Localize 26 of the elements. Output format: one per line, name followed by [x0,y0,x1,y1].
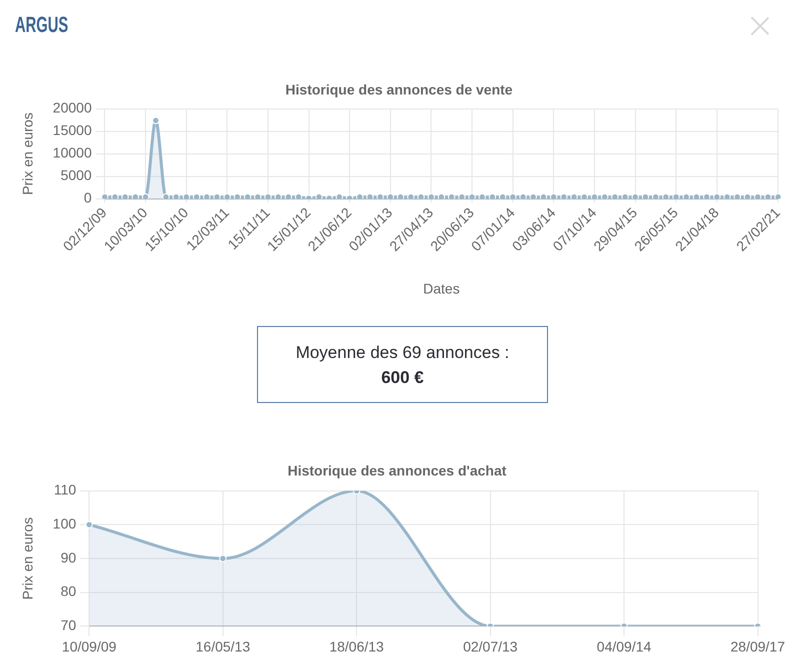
point [219,554,227,562]
y-tick-label: 15000 [52,122,92,138]
y-tick-label: 80 [60,583,76,600]
chart-title: Historique des annonces de vente [285,81,513,98]
point [85,520,93,528]
x-tick-label: 04/09/14 [596,638,652,654]
y-tick-label: 100 [52,516,76,532]
text: ARGUS [15,12,68,38]
y-tick-label: 5000 [60,167,92,184]
text: 600 € [380,367,425,389]
text: Moyenne des 69 annonces : [294,342,510,364]
x-tick-label: 28/09/17 [730,638,786,654]
x-tick-label: 02/07/13 [463,638,518,654]
y-tick-label: 10000 [52,144,92,161]
chart-title: Historique des annonces d'achat [288,462,507,478]
y-tick-label: 90 [60,549,76,566]
y-tick-label: 0 [84,190,92,206]
y-tick-label: 20000 [52,100,92,116]
x-tick-label: 16/05/13 [196,638,250,654]
y-axis-title: Prix en euros [19,112,36,196]
y-tick-label: 70 [60,617,76,634]
x-axis-title: Dates [423,280,460,296]
x-tick-label: 18/06/13 [329,638,384,654]
y-tick-label: 110 [54,482,76,498]
y-axis-title: Prix en euros [19,517,36,600]
x-tick-label: 10/09/09 [62,638,117,654]
